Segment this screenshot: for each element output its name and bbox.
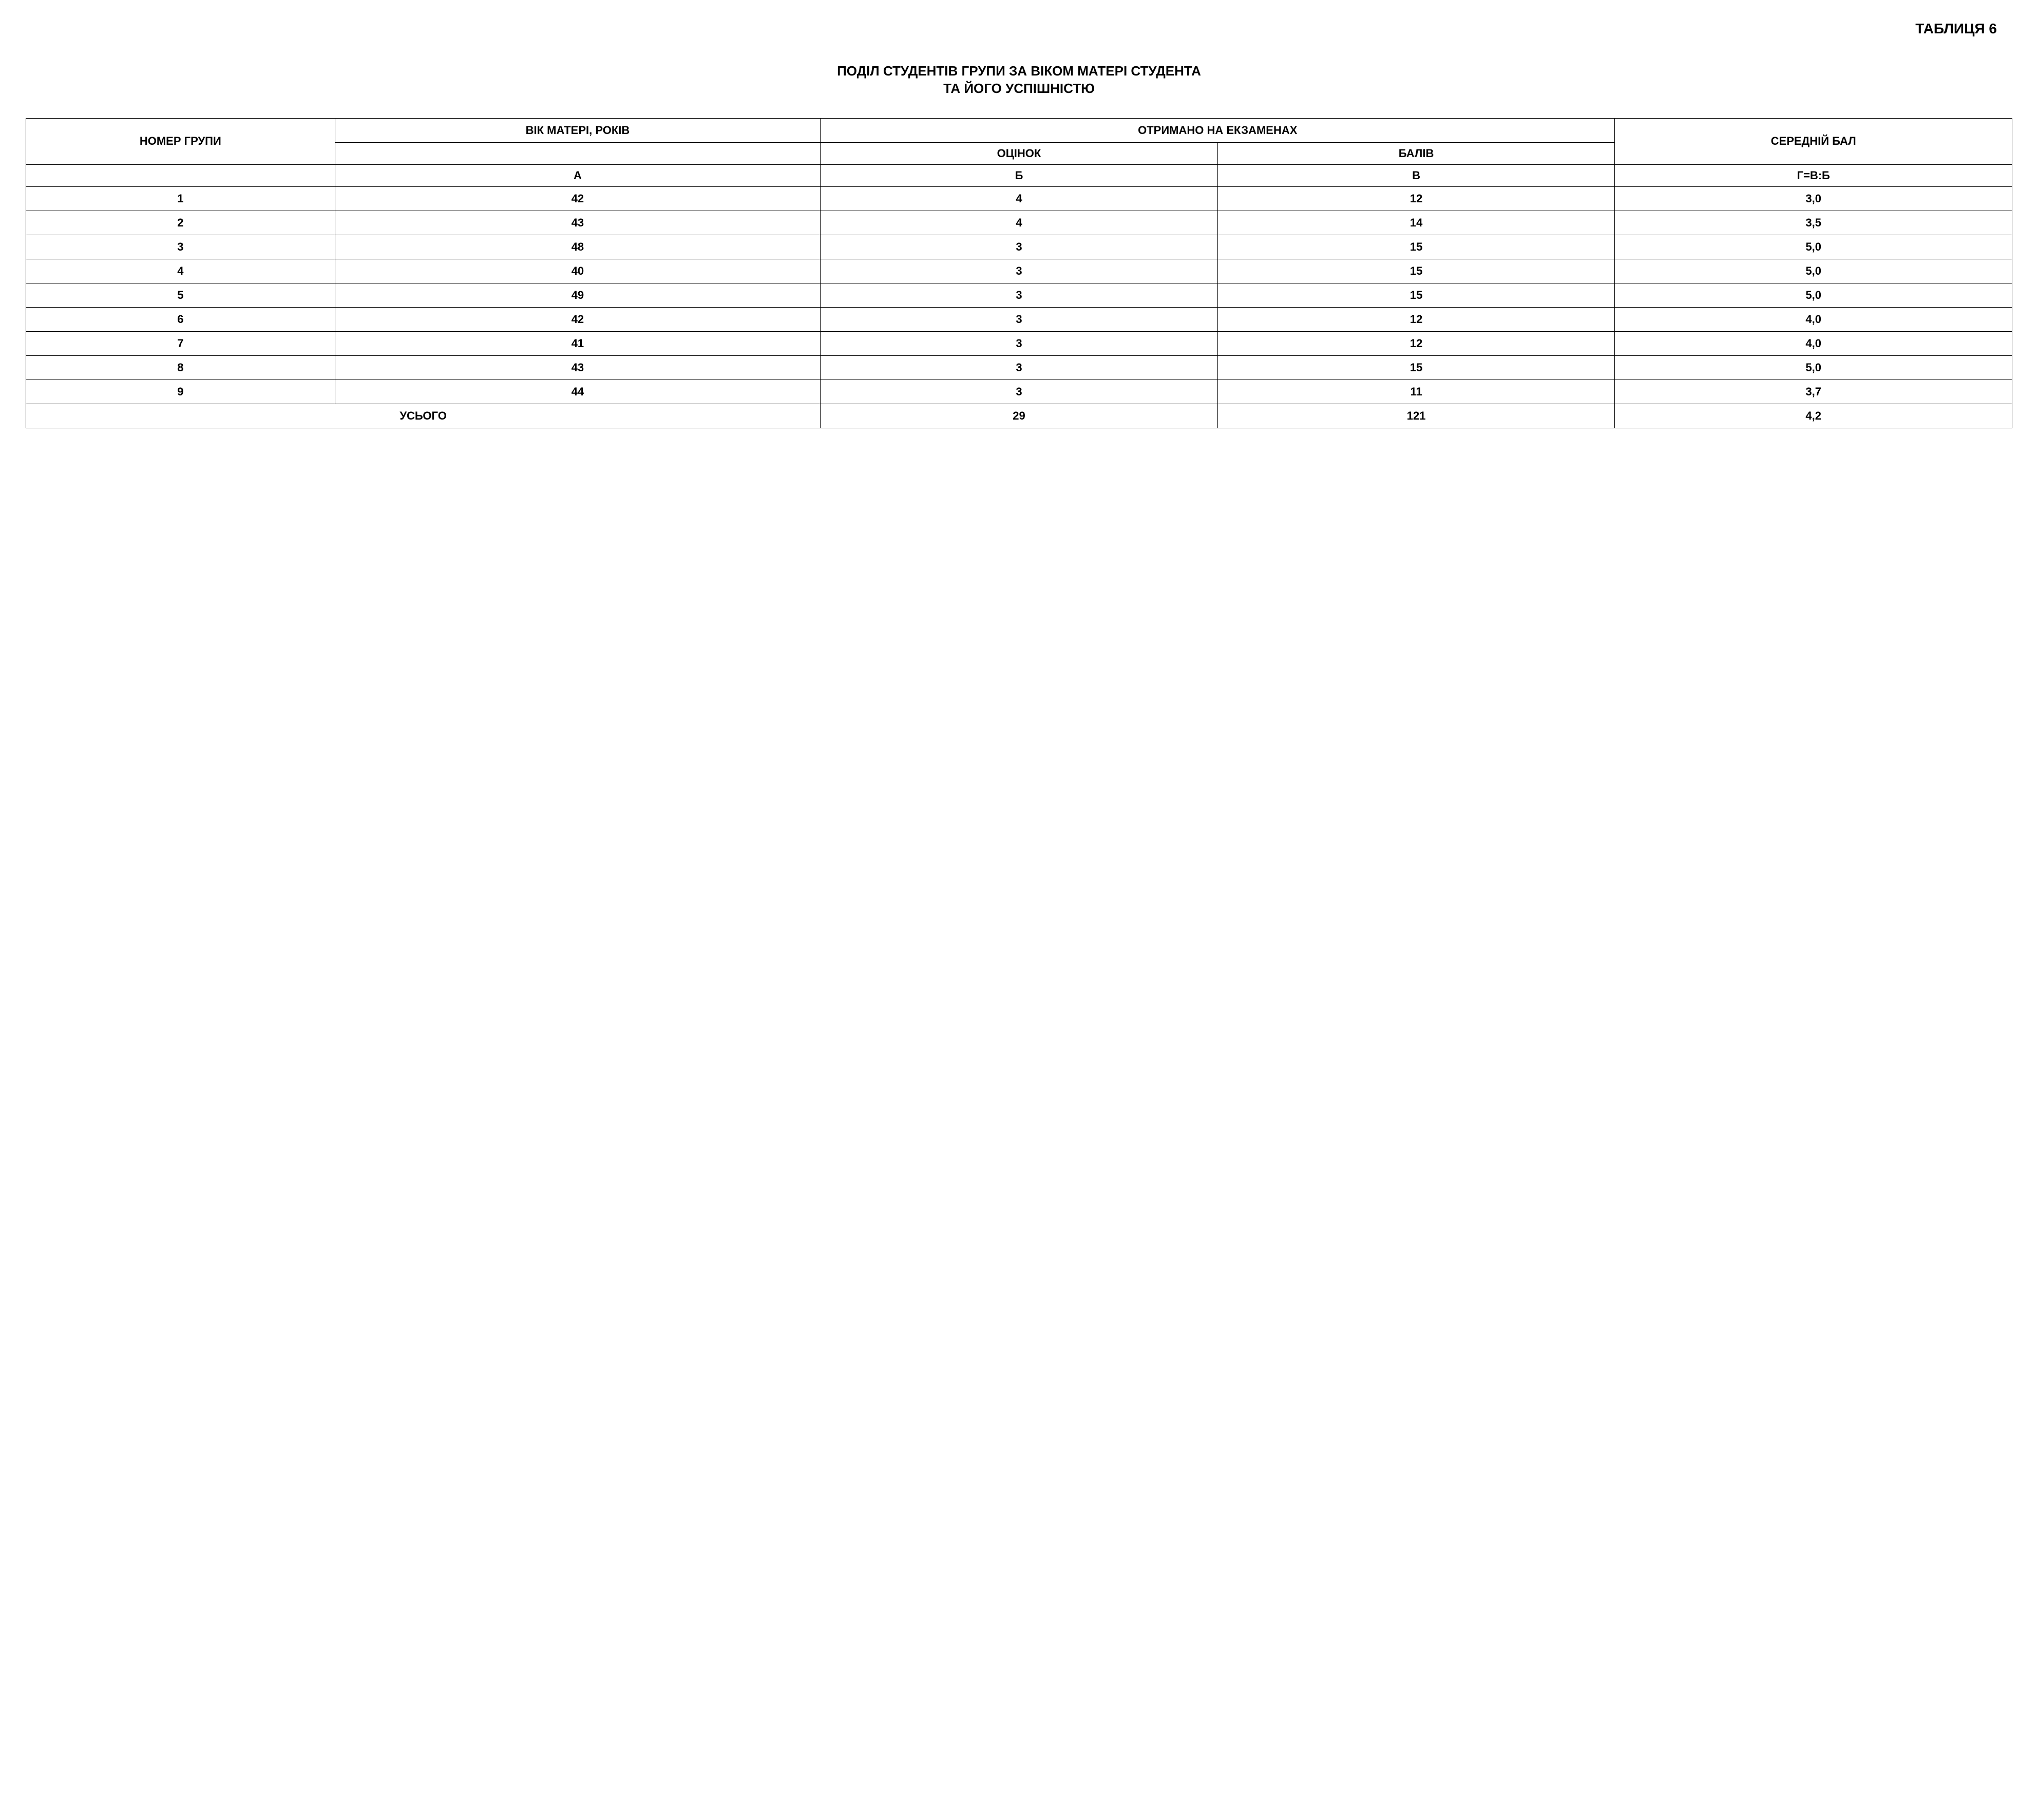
cell-num: 4	[26, 259, 335, 283]
totals-avg: 4,2	[1615, 404, 2012, 428]
header-grades: ОЦІНОК	[821, 142, 1218, 164]
cell-points: 15	[1217, 283, 1615, 307]
cell-grades: 3	[821, 283, 1218, 307]
cell-points: 15	[1217, 355, 1615, 380]
cell-points: 15	[1217, 235, 1615, 259]
cell-grades: 3	[821, 355, 1218, 380]
cell-grades: 4	[821, 211, 1218, 235]
letter-row: А Б В Г=В:Б	[26, 164, 2012, 186]
totals-label: УСЬОГО	[26, 404, 821, 428]
cell-grades: 3	[821, 259, 1218, 283]
cell-avg: 5,0	[1615, 235, 2012, 259]
header-points: БАЛІВ	[1217, 142, 1615, 164]
table-title: ПОДІЛ СТУДЕНТІВ ГРУПИ ЗА ВІКОМ МАТЕРІ СТ…	[26, 63, 2012, 98]
letter-col-g: Г=В:Б	[1615, 164, 2012, 186]
cell-age: 48	[335, 235, 821, 259]
cell-num: 6	[26, 307, 335, 331]
cell-grades: 4	[821, 186, 1218, 211]
table-row: 2 43 4 14 3,5	[26, 211, 2012, 235]
letter-col-b: Б	[821, 164, 1218, 186]
table-row: 1 42 4 12 3,0	[26, 186, 2012, 211]
cell-grades: 3	[821, 235, 1218, 259]
header-mother-age: ВІК МАТЕРІ, РОКІВ	[335, 118, 821, 142]
cell-num: 7	[26, 331, 335, 355]
cell-num: 8	[26, 355, 335, 380]
table-row: 8 43 3 15 5,0	[26, 355, 2012, 380]
cell-grades: 3	[821, 331, 1218, 355]
cell-points: 15	[1217, 259, 1615, 283]
totals-grades: 29	[821, 404, 1218, 428]
table-row: 6 42 3 12 4,0	[26, 307, 2012, 331]
cell-avg: 5,0	[1615, 355, 2012, 380]
cell-points: 11	[1217, 380, 1615, 404]
table-row: 5 49 3 15 5,0	[26, 283, 2012, 307]
table-number-label: ТАБЛИЦЯ 6	[26, 21, 2012, 37]
cell-avg: 4,0	[1615, 307, 2012, 331]
header-mother-age-spacer	[335, 142, 821, 164]
cell-avg: 3,0	[1615, 186, 2012, 211]
header-group-number: НОМЕР ГРУПИ	[26, 118, 335, 164]
cell-avg: 5,0	[1615, 259, 2012, 283]
cell-avg: 5,0	[1615, 283, 2012, 307]
cell-avg: 3,5	[1615, 211, 2012, 235]
cell-age: 41	[335, 331, 821, 355]
cell-age: 49	[335, 283, 821, 307]
cell-age: 42	[335, 307, 821, 331]
cell-points: 14	[1217, 211, 1615, 235]
letter-col-v: В	[1217, 164, 1615, 186]
cell-avg: 4,0	[1615, 331, 2012, 355]
letter-col-empty	[26, 164, 335, 186]
totals-row: УСЬОГО 29 121 4,2	[26, 404, 2012, 428]
data-table: НОМЕР ГРУПИ ВІК МАТЕРІ, РОКІВ ОТРИМАНО Н…	[26, 118, 2012, 428]
header-exam-results: ОТРИМАНО НА ЕКЗАМЕНАХ	[821, 118, 1615, 142]
cell-points: 12	[1217, 307, 1615, 331]
title-line-1: ПОДІЛ СТУДЕНТІВ ГРУПИ ЗА ВІКОМ МАТЕРІ СТ…	[837, 63, 1201, 79]
cell-num: 2	[26, 211, 335, 235]
letter-col-a: А	[335, 164, 821, 186]
cell-grades: 3	[821, 307, 1218, 331]
totals-points: 121	[1217, 404, 1615, 428]
cell-num: 1	[26, 186, 335, 211]
cell-points: 12	[1217, 186, 1615, 211]
table-row: 4 40 3 15 5,0	[26, 259, 2012, 283]
cell-age: 40	[335, 259, 821, 283]
cell-num: 5	[26, 283, 335, 307]
cell-age: 44	[335, 380, 821, 404]
header-row-1: НОМЕР ГРУПИ ВІК МАТЕРІ, РОКІВ ОТРИМАНО Н…	[26, 118, 2012, 142]
cell-age: 43	[335, 355, 821, 380]
table-body: 1 42 4 12 3,0 2 43 4 14 3,5 3 48 3 15 5,…	[26, 186, 2012, 428]
cell-num: 9	[26, 380, 335, 404]
table-row: 3 48 3 15 5,0	[26, 235, 2012, 259]
table-row: 7 41 3 12 4,0	[26, 331, 2012, 355]
header-avg-score: СЕРЕДНІЙ БАЛ	[1615, 118, 2012, 164]
cell-grades: 3	[821, 380, 1218, 404]
cell-age: 42	[335, 186, 821, 211]
cell-points: 12	[1217, 331, 1615, 355]
cell-age: 43	[335, 211, 821, 235]
table-row: 9 44 3 11 3,7	[26, 380, 2012, 404]
title-line-2: ТА ЙОГО УСПІШНІСТЮ	[943, 81, 1095, 96]
cell-num: 3	[26, 235, 335, 259]
cell-avg: 3,7	[1615, 380, 2012, 404]
